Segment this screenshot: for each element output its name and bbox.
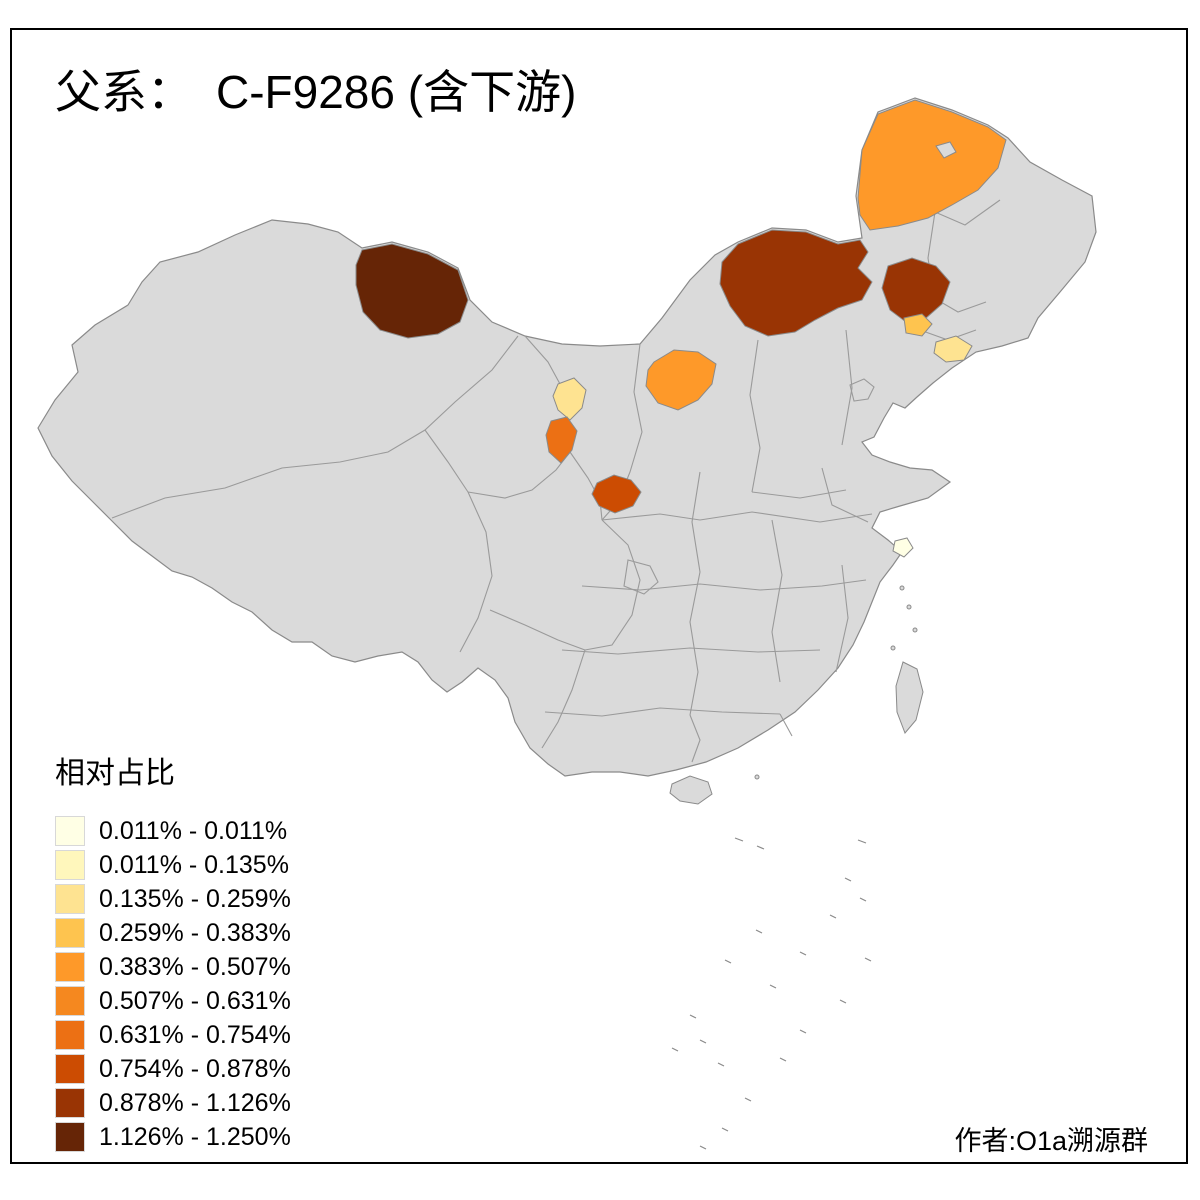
legend-item: 0.135% - 0.259%: [55, 884, 291, 914]
legend-label: 0.878% - 1.126%: [99, 1089, 291, 1117]
author-credit: 作者:O1a溯源群: [954, 1126, 1148, 1156]
legend-label: 0.507% - 0.631%: [99, 987, 291, 1015]
region-north-xinjiang-prefecture: [355, 243, 469, 339]
legend-label: 0.754% - 0.878%: [99, 1055, 291, 1083]
islands: [669, 585, 924, 805]
legend-swatch: [55, 952, 85, 982]
colored-regions: [355, 99, 1007, 558]
legend-item: 0.259% - 0.383%: [55, 918, 291, 948]
hulunbuir-inner-notch: [935, 141, 957, 159]
taiwan-island: [895, 661, 924, 734]
coastal-islet: [912, 627, 918, 633]
legend-swatch: [55, 816, 85, 846]
legend-item: 0.754% - 0.878%: [55, 1054, 291, 1084]
south-china-sea-marks: [671, 837, 872, 1150]
region-gansu-small-orange: [545, 416, 578, 464]
legend-label: 0.383% - 0.507%: [99, 953, 291, 981]
legend-swatch: [55, 918, 85, 948]
figure-title: 父系： C-F9286 (含下游): [55, 66, 577, 118]
legend-label: 0.011% - 0.135%: [99, 851, 289, 879]
region-ordos-ningxia-area: [645, 349, 717, 411]
legend-item: 0.507% - 0.631%: [55, 986, 291, 1016]
legend-item: 0.011% - 0.011%: [55, 816, 291, 846]
region-central-jilin-small: [903, 313, 933, 337]
legend-swatch: [55, 1122, 85, 1152]
map-legend: 相对占比 0.011% - 0.011% 0.011% - 0.135% 0.1…: [55, 748, 291, 1156]
legend-item: 0.878% - 1.126%: [55, 1088, 291, 1118]
legend-label: 0.011% - 0.011%: [99, 817, 288, 845]
legend-item: 0.631% - 0.754%: [55, 1020, 291, 1050]
region-west-inner-mongolia: [719, 229, 873, 337]
coastal-islet: [890, 645, 896, 651]
legend-swatch: [55, 986, 85, 1016]
legend-swatch: [55, 850, 85, 880]
legend-item: 0.011% - 0.135%: [55, 850, 291, 880]
region-gansu-small-pale: [552, 377, 587, 421]
coastal-islet: [899, 585, 905, 591]
legend-title: 相对占比: [55, 757, 175, 790]
region-hulunbuir-northeast: [857, 99, 1007, 231]
legend-swatch: [55, 884, 85, 914]
legend-label: 1.126% - 1.250%: [99, 1123, 291, 1151]
region-south-gansu-blob: [591, 474, 642, 514]
legend-label: 0.631% - 0.754%: [99, 1021, 291, 1049]
coastal-islet: [754, 774, 760, 780]
region-west-jilin: [881, 257, 951, 323]
legend-label: 0.259% - 0.383%: [99, 919, 291, 947]
legend-item: 0.383% - 0.507%: [55, 952, 291, 982]
region-south-liaoning: [933, 335, 973, 363]
hainan-island: [669, 775, 713, 805]
legend-swatch: [55, 1020, 85, 1050]
region-shanghai: [892, 537, 914, 558]
legend-swatch: [55, 1088, 85, 1118]
legend-item: 1.126% - 1.250%: [55, 1122, 291, 1152]
legend-label: 0.135% - 0.259%: [99, 885, 291, 913]
coastal-islet: [906, 604, 912, 610]
legend-swatch: [55, 1054, 85, 1084]
